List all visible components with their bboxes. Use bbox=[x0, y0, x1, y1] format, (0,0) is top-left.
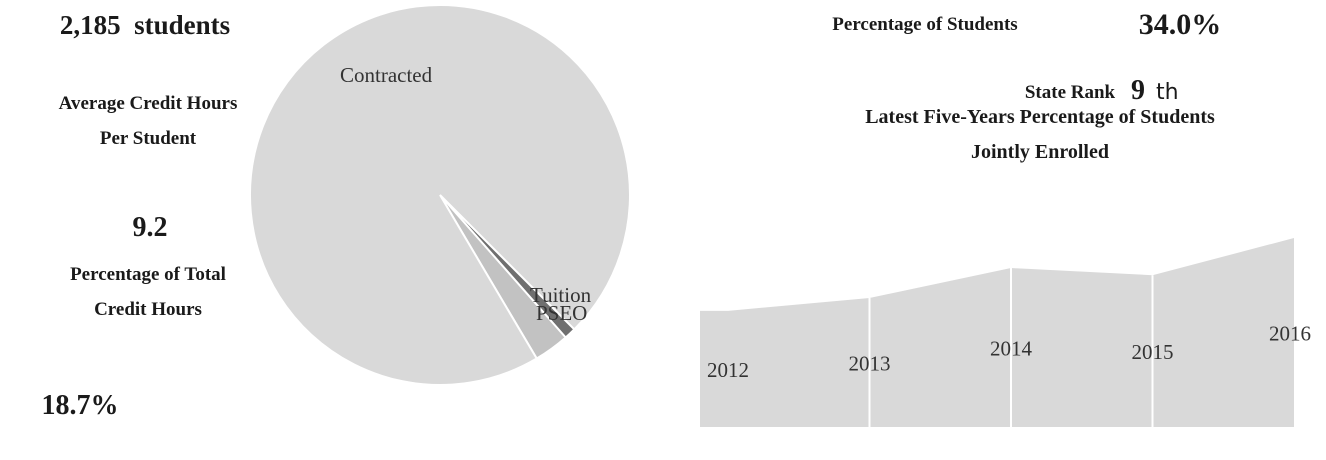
pie-label: PSEO bbox=[536, 301, 587, 325]
pie-slice bbox=[249, 4, 631, 386]
rank-label: State Rank bbox=[1024, 82, 1116, 103]
x-label: 2014 bbox=[990, 337, 1033, 361]
rank-value: 9 bbox=[1131, 75, 1145, 106]
x-label: 2013 bbox=[849, 352, 891, 376]
pct-value: 18.7% bbox=[41, 390, 119, 421]
x-label: 2015 bbox=[1132, 340, 1174, 364]
area bbox=[700, 238, 1294, 427]
pct-label: Percentage of Total Credit Hours bbox=[70, 264, 226, 320]
x-label: 2016 bbox=[1269, 322, 1311, 346]
x-label: 2012 bbox=[707, 358, 749, 382]
avg-label: Average Credit Hours Per Student bbox=[58, 93, 238, 149]
students-pct-label: Percentage of Students bbox=[832, 14, 1018, 35]
pie-label: Tuition bbox=[530, 283, 592, 307]
students-count: 2,185 students bbox=[59, 10, 231, 40]
pie-label: Contracted bbox=[340, 63, 433, 87]
rank-suffix: th bbox=[1156, 80, 1179, 105]
avg-value: 9.2 bbox=[132, 212, 168, 243]
students-pct-value: 34.0% bbox=[1138, 8, 1222, 41]
area-title: Latest Five-Years Percentage of Students… bbox=[865, 106, 1215, 163]
